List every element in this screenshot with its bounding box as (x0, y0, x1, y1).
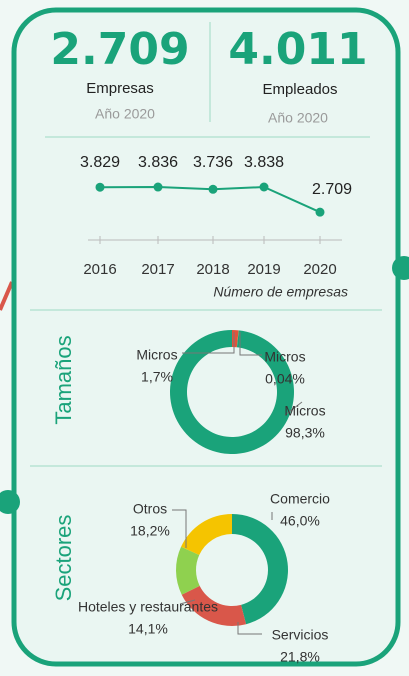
kpi-value: 4.011 (228, 24, 367, 75)
donut-slice (181, 514, 232, 556)
donut-slice (236, 330, 239, 348)
kpi-note: Año 2020 (95, 106, 155, 122)
decor-line (0, 281, 14, 311)
x-tick-label: 2018 (196, 261, 229, 278)
value-label: 3.736 (193, 154, 233, 171)
leader-line (237, 622, 262, 635)
category-label: Micros (136, 347, 177, 363)
kpi-label: Empleados (262, 81, 337, 98)
category-label: Comercio (270, 491, 330, 507)
value-label: 3.836 (138, 154, 178, 171)
value-label: 1,7% (141, 369, 173, 385)
leader-line (182, 332, 235, 354)
donut-slice (232, 514, 289, 625)
value-label: 98,3% (285, 425, 325, 441)
category-label: Hoteles y restaurantes (78, 599, 218, 615)
donut-slice (181, 585, 247, 626)
point (208, 184, 218, 194)
value-label: 0,04% (265, 371, 305, 387)
value-label: 46,0% (280, 513, 320, 529)
value-label: 3.838 (244, 154, 284, 171)
x-tick-label: 2019 (247, 261, 280, 278)
chart-title: Tamaños (51, 335, 76, 424)
leader-line (284, 401, 303, 416)
kpi-label: Empresas (86, 80, 154, 97)
leader-line (179, 599, 196, 605)
decor-dot (0, 490, 20, 514)
value-label: 2.709 (312, 181, 352, 198)
category-label: Micros (284, 403, 325, 419)
chart-title: Sectores (51, 515, 76, 602)
category-label: Servicios (272, 627, 329, 643)
value-label: 21,8% (280, 649, 320, 665)
value-label: 18,2% (130, 523, 170, 539)
x-tick-label: 2016 (83, 261, 116, 278)
point (315, 207, 325, 217)
point (259, 182, 269, 192)
x-tick-label: 2017 (141, 261, 174, 278)
value-label: 14,1% (128, 621, 168, 637)
decor-dot (392, 256, 409, 280)
value-label: 3.829 (80, 154, 120, 171)
donut-slice (175, 546, 200, 595)
point (95, 182, 105, 192)
category-label: Micros (264, 349, 305, 365)
leader-line (172, 509, 187, 548)
leader-line (239, 332, 262, 356)
kpi-value: 2.709 (50, 24, 189, 75)
category-label: Otros (133, 501, 167, 517)
kpi-note: Año 2020 (268, 110, 328, 126)
axis-title: Número de empresas (213, 284, 348, 300)
point (153, 182, 163, 192)
x-tick-label: 2020 (303, 261, 336, 278)
